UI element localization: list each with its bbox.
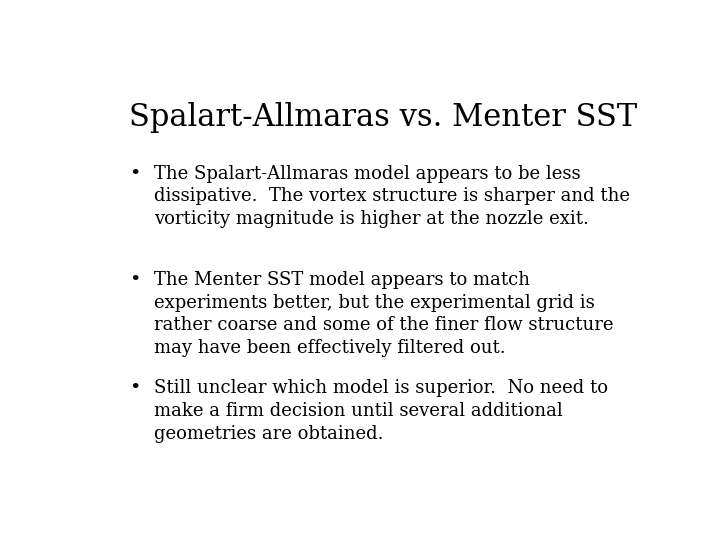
Text: •: •: [129, 271, 140, 288]
Text: The Spalart-Allmaras model appears to be less
dissipative.  The vortex structure: The Spalart-Allmaras model appears to be…: [154, 165, 630, 228]
Text: The Menter SST model appears to match
experiments better, but the experimental g: The Menter SST model appears to match ex…: [154, 271, 613, 357]
Text: •: •: [129, 165, 140, 183]
Text: Spalart-Allmaras vs. Menter SST: Spalart-Allmaras vs. Menter SST: [129, 102, 637, 133]
Text: •: •: [129, 379, 140, 397]
Text: Still unclear which model is superior.  No need to
make a firm decision until se: Still unclear which model is superior. N…: [154, 379, 608, 442]
